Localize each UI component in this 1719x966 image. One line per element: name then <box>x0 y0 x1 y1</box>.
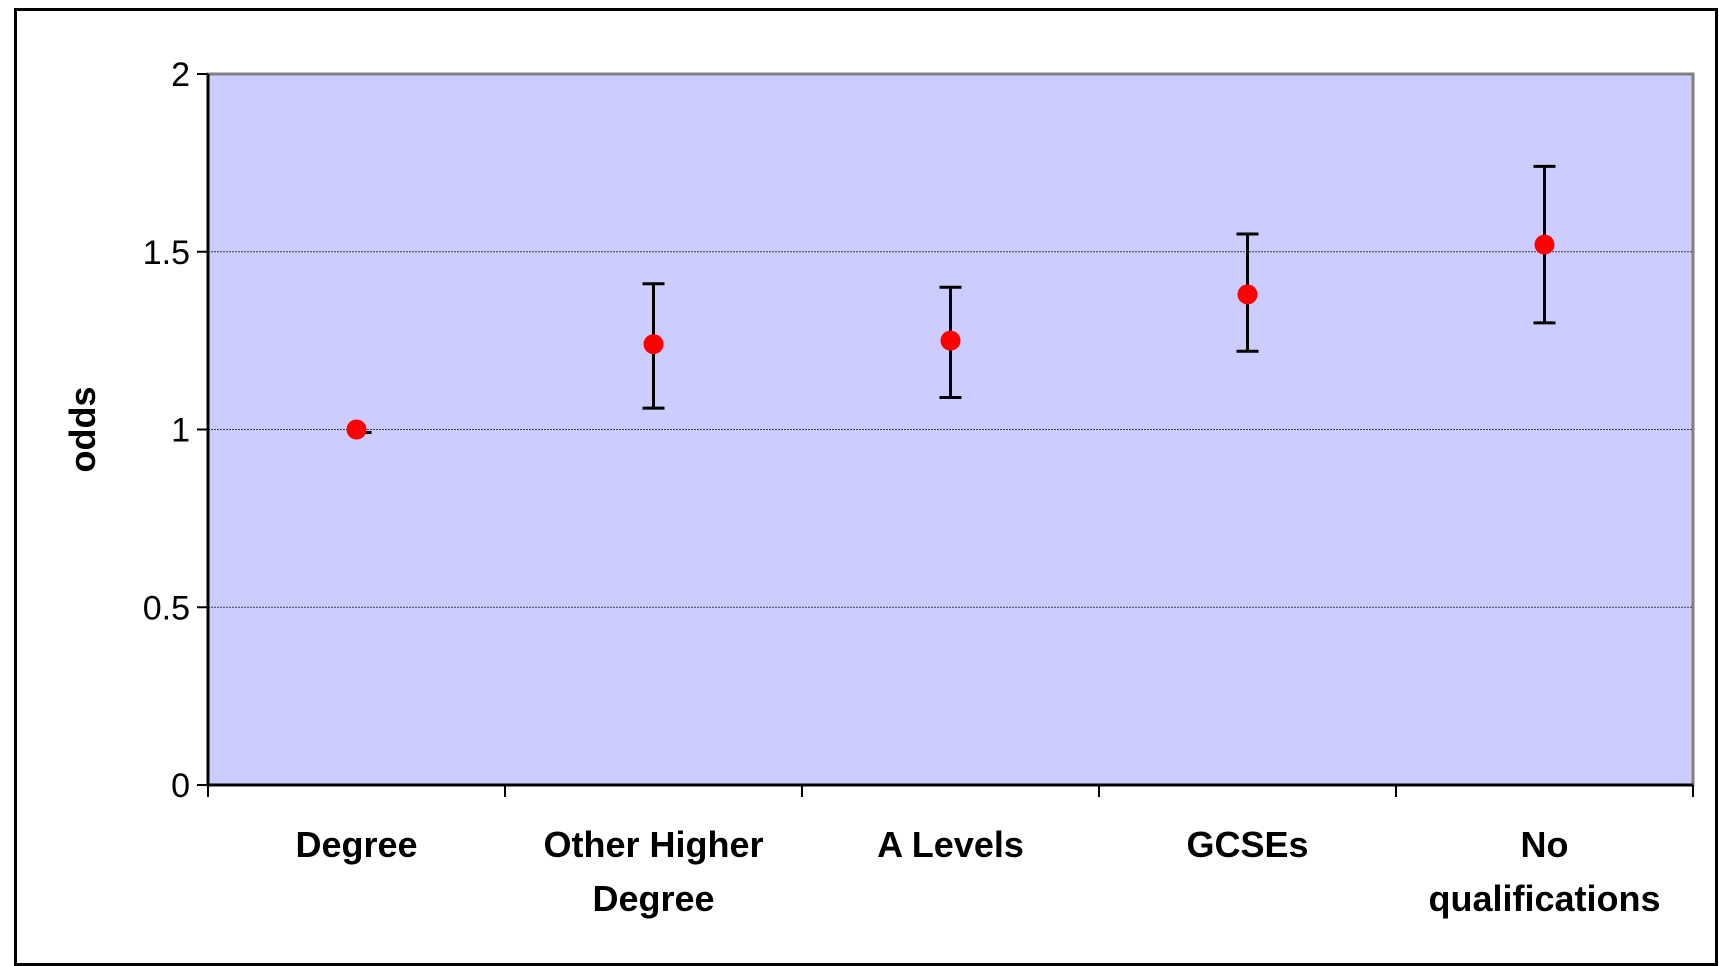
y-axis-title: odds <box>62 387 103 473</box>
y-tick-label: 1 <box>171 412 190 450</box>
y-tick-label: 0.5 <box>143 589 190 627</box>
x-category-label-line: No <box>1521 824 1569 865</box>
data-points <box>346 234 1555 440</box>
y-tick-label: 2 <box>171 56 190 94</box>
x-category-label-line: Degree <box>295 824 417 865</box>
x-category-label-line: A Levels <box>877 824 1024 865</box>
data-point <box>940 330 961 351</box>
x-category-label: GCSEs <box>1186 824 1308 865</box>
data-point <box>1237 284 1258 305</box>
x-category-label: A Levels <box>877 824 1024 865</box>
y-tick-label: 1.5 <box>143 234 190 272</box>
data-point <box>643 334 664 355</box>
y-tick-label: 0 <box>171 767 190 805</box>
x-category-label-line: Other Higher <box>543 824 763 865</box>
x-category-label: Degree <box>295 824 417 865</box>
x-axis-ticks: Degree Other Higher Degree A Levels GCSEs No q… <box>207 785 1694 919</box>
x-category-label-line: Degree <box>592 878 714 919</box>
x-category-label-line: GCSEs <box>1186 824 1308 865</box>
x-category-label: No qualifications <box>1428 824 1660 919</box>
y-axis-ticks: 0 0.5 1 1.5 2 <box>143 56 208 805</box>
data-point <box>1534 234 1555 255</box>
x-category-label: Other Higher Degree <box>543 824 763 919</box>
x-category-label-line: qualifications <box>1428 878 1660 919</box>
gridlines <box>208 251 1693 608</box>
data-point <box>346 419 367 440</box>
